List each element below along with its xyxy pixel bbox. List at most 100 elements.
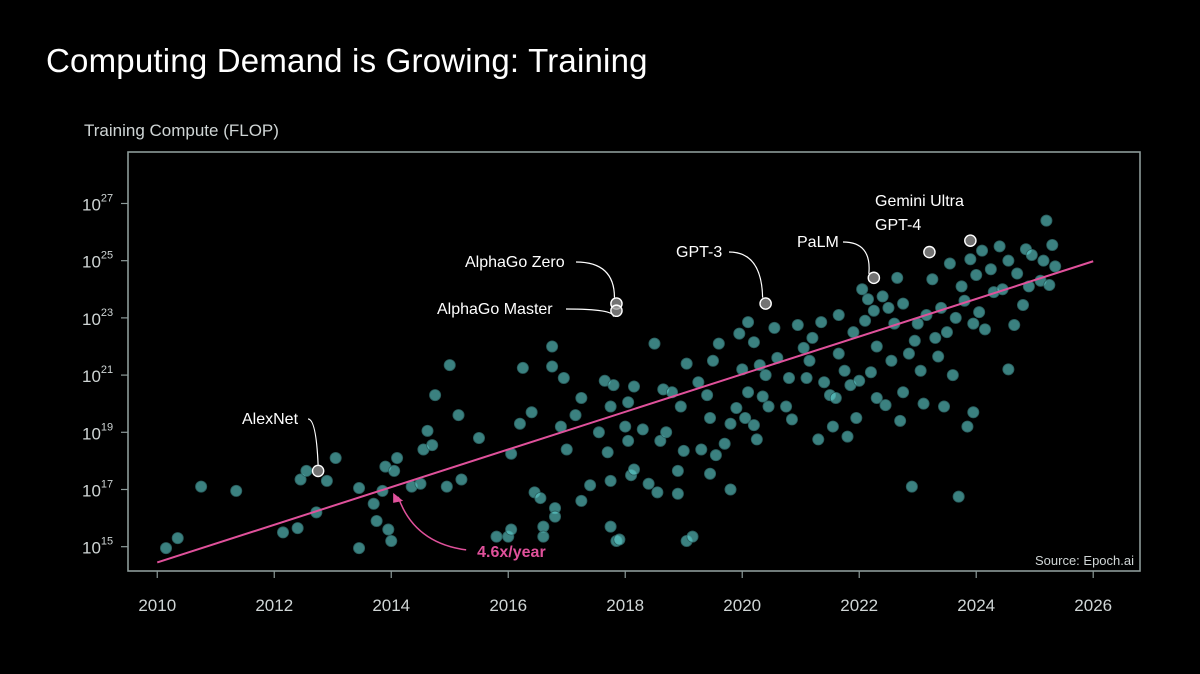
data-point: [850, 411, 863, 424]
data-point: [642, 477, 655, 490]
data-point: [1025, 248, 1038, 261]
data-point: [870, 340, 883, 353]
data-point: [1043, 278, 1056, 291]
y-tick-label: 1021: [82, 364, 113, 386]
data-point: [838, 364, 851, 377]
model-label: GPT-4: [875, 217, 921, 234]
data-point: [1002, 254, 1015, 267]
data-point: [806, 331, 819, 344]
highlighted-point: [964, 234, 977, 247]
model-label: AlphaGo Zero: [465, 254, 565, 271]
data-point: [1040, 214, 1053, 227]
data-point: [674, 400, 687, 413]
data-point: [195, 480, 208, 493]
page-title: Computing Demand is Growing: Training: [46, 42, 648, 79]
data-point: [367, 497, 380, 510]
data-point: [1049, 260, 1062, 273]
y-tick-exponent: 17: [101, 478, 113, 490]
data-point: [628, 380, 641, 393]
x-tick-label: 2018: [606, 596, 644, 615]
y-tick-base: 10: [82, 367, 101, 386]
data-point: [780, 400, 793, 413]
data-point: [353, 542, 366, 555]
data-point: [1046, 238, 1059, 251]
y-tick-exponent: 23: [101, 307, 113, 319]
data-point: [648, 337, 661, 350]
data-point: [905, 480, 918, 493]
data-point: [946, 369, 959, 382]
trend-label: 4.6x/year: [477, 544, 546, 561]
data-point: [908, 334, 921, 347]
x-tick-label: 2016: [489, 596, 527, 615]
data-point: [651, 486, 664, 499]
data-point: [329, 452, 342, 465]
data-point: [709, 449, 722, 462]
data-point: [929, 331, 942, 344]
data-point: [967, 317, 980, 330]
data-point: [879, 399, 892, 412]
data-point: [949, 311, 962, 324]
data-point: [861, 293, 874, 306]
y-tick-exponent: 21: [101, 364, 113, 376]
x-tick-label: 2014: [372, 596, 410, 615]
data-point: [926, 273, 939, 286]
data-point: [917, 397, 930, 410]
data-point: [686, 530, 699, 543]
data-point: [388, 464, 401, 477]
data-point: [671, 487, 684, 500]
data-point: [885, 354, 898, 367]
trend-line: [156, 260, 1094, 564]
data-point: [762, 400, 775, 413]
y-tick-base: 10: [82, 539, 101, 558]
data-point: [294, 473, 307, 486]
data-point: [993, 240, 1006, 253]
data-point: [575, 494, 588, 507]
data-point: [622, 434, 635, 447]
data-point: [516, 361, 529, 374]
data-point: [768, 321, 781, 334]
y-tick-base: 10: [82, 253, 101, 272]
data-point: [984, 263, 997, 276]
data-point: [976, 244, 989, 257]
data-point: [537, 530, 550, 543]
highlighted-point: [867, 271, 881, 285]
data-point: [429, 389, 442, 402]
data-point: [443, 359, 456, 372]
data-point: [902, 347, 915, 360]
data-point: [513, 417, 526, 430]
y-tick-exponent: 15: [101, 536, 113, 548]
data-point: [826, 420, 839, 433]
data-point: [654, 434, 667, 447]
data-point: [534, 492, 547, 505]
data-point: [1008, 319, 1021, 332]
data-point: [613, 533, 626, 546]
callout-line: [307, 418, 319, 465]
data-point: [815, 316, 828, 329]
highlighted-point: [311, 464, 325, 478]
data-point: [1017, 299, 1030, 312]
data-point: [452, 409, 465, 422]
data-point: [604, 400, 617, 413]
data-point: [897, 297, 910, 310]
y-tick-exponent: 25: [101, 250, 113, 262]
data-point: [847, 326, 860, 339]
data-point: [943, 257, 956, 270]
y-axis-label: Training Compute (FLOP): [84, 121, 279, 140]
data-point: [604, 520, 617, 533]
data-point: [791, 319, 804, 332]
data-point: [783, 371, 796, 384]
data-point: [973, 306, 986, 319]
data-point: [370, 514, 383, 527]
x-tick-label: 2012: [255, 596, 293, 615]
data-point: [604, 474, 617, 487]
data-point: [601, 446, 614, 459]
data-point: [739, 411, 752, 424]
data-point: [421, 424, 434, 437]
y-tick-base: 10: [82, 310, 101, 329]
data-point: [490, 530, 503, 543]
data-point: [832, 347, 845, 360]
data-point: [756, 390, 769, 403]
data-point: [747, 419, 760, 432]
y-tick-label: 1019: [82, 421, 113, 443]
